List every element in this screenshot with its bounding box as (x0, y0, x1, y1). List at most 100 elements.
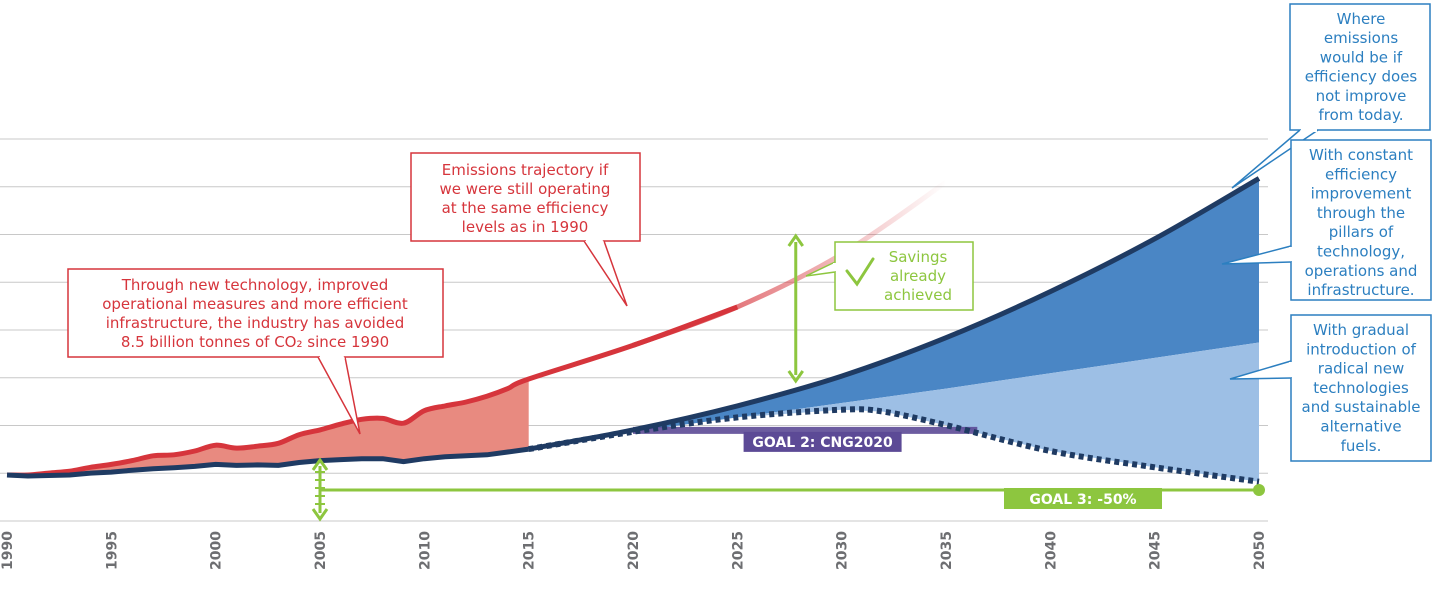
legend-no-improvement-tail-cover (1301, 128, 1317, 132)
x-tick-label: 2035 (939, 531, 955, 570)
x-tick-label: 2030 (835, 531, 851, 570)
x-tick-label: 1990 (0, 531, 16, 570)
trajectory-callout (410, 152, 641, 307)
trajectory-callout-box (410, 152, 641, 242)
goal2-band-rect (633, 426, 978, 434)
callout-line: infrastructure, the industry has avoided (106, 314, 404, 332)
callout-line: fuels. (1341, 437, 1382, 455)
avoided-emissions-area (7, 379, 529, 476)
callout-text: Where emissions would be if efficiency does… (1305, 10, 1418, 124)
goal2-label-bg (743, 431, 902, 452)
x-tick-label: 1995 (104, 531, 120, 570)
series-line-1990-efficiency-projection (632, 180, 948, 348)
area-fills (7, 178, 1259, 482)
trajectory-callout-tail-cover (586, 239, 604, 243)
callout-line: we were still operating (440, 180, 611, 198)
callout-line: levels as in 1990 (462, 218, 589, 236)
legend-constant-tail (1221, 245, 1292, 265)
arrow-head-down (787, 370, 804, 384)
callout-line: Through new technology, improved (121, 276, 389, 294)
avoided-callout-tail-cover (320, 355, 345, 359)
goal3-end-dot (1253, 484, 1265, 496)
x-tick-label: 2050 (1252, 531, 1268, 570)
callout-line: achieved (884, 286, 952, 304)
x-tick-label: 2040 (1043, 531, 1059, 570)
callout-text: Savings already achieved (884, 248, 952, 304)
arrow-head-down (311, 508, 329, 522)
savings-callout-tail-cover (833, 263, 837, 271)
savings-callout-box (834, 241, 974, 311)
goal2-band: GOAL 2: CNG2020 (633, 426, 978, 452)
x-tick-label: 2005 (313, 531, 329, 570)
x-tick-label: 2010 (417, 531, 433, 570)
legend-radical (1229, 314, 1432, 462)
callout-line: operations and (1305, 262, 1418, 280)
constant-efficiency-area (528, 178, 1259, 450)
goal3-label-bg (1004, 488, 1162, 509)
callout-line: operational measures and more efficient (102, 295, 408, 313)
callout-line: radical new (1318, 360, 1404, 378)
legend-no-improvement-box (1289, 3, 1431, 131)
series-line-1990-efficiency (6, 304, 739, 478)
callout-line: With constant (1309, 146, 1413, 164)
savings-arrow (787, 233, 804, 384)
legend-radical-tail (1229, 360, 1292, 380)
callout-line: efficiency (1325, 165, 1397, 183)
callouts: Emissions trajectory if we were still ope… (67, 3, 1432, 462)
callout-line: from today. (1319, 106, 1404, 124)
callout-line: 8.5 billion tonnes of CO₂ since 1990 (121, 333, 389, 351)
avoided-callout-tail (317, 356, 361, 435)
callout-line: technology, (1317, 243, 1405, 261)
arrow-head-up (311, 457, 329, 471)
arrow-head-up (787, 233, 804, 247)
legend-radical-box (1290, 314, 1432, 462)
callout-line: alternative (1320, 418, 1401, 436)
savings-callout (805, 241, 974, 311)
callout-text: Emissions trajectory if we were still ope… (440, 161, 611, 236)
goal3-line: GOAL 3: -50% (320, 484, 1265, 509)
x-tick-label: 2020 (626, 531, 642, 570)
x-axis-ticks: 1990 1995 2000 2005 2010 2015 2020 2025 2030 2035… (0, 531, 1268, 570)
callout-line: With gradual (1313, 321, 1409, 339)
x-tick-label: 2025 (730, 531, 746, 570)
goal3-arrow (311, 457, 329, 522)
check-icon (845, 257, 875, 287)
avoided-callout (67, 268, 444, 435)
arrows (311, 233, 804, 522)
callout-text: Through new technology, improved operatio… (102, 276, 408, 351)
callout-line: infrastructure. (1307, 281, 1414, 299)
x-tick-label: 2000 (209, 531, 225, 570)
callout-line: pillars of (1329, 223, 1394, 241)
callout-line: technologies (1313, 379, 1409, 397)
goal2-label: GOAL 2: CNG2020 (752, 435, 893, 451)
x-tick-label: 2045 (1148, 531, 1164, 570)
callout-line: would be if (1320, 48, 1403, 66)
callout-text: With gradual introduction of radical new te… (1302, 321, 1421, 455)
series-line-radical-technologies (528, 406, 1260, 485)
x-tick-label: 2015 (522, 531, 538, 570)
legend-constant (1221, 139, 1432, 301)
avoided-callout-box (67, 268, 444, 358)
callout-text: With constant efficiency improvement throug… (1305, 146, 1418, 299)
goal3-label: GOAL 3: -50% (1029, 492, 1136, 508)
callout-line: Savings (889, 248, 948, 266)
callout-line: efficiency does (1305, 68, 1418, 86)
callout-line: Emissions trajectory if (442, 161, 609, 179)
callout-line: not improve (1316, 87, 1407, 105)
legend-constant-tail-cover (1289, 247, 1293, 261)
callout-line: Where (1337, 10, 1386, 28)
series-lines (6, 176, 1261, 485)
callout-line: improvement (1311, 185, 1412, 203)
callout-line: at the same efficiency (442, 199, 609, 217)
callout-line: introduction of (1306, 340, 1417, 358)
trajectory-callout-tail (583, 240, 628, 307)
series-line-actual (6, 446, 530, 479)
radical-technologies-area (528, 342, 1259, 482)
legend-no-improvement (1231, 3, 1431, 189)
callout-line: emissions (1324, 29, 1398, 47)
callout-line: and sustainable (1302, 398, 1421, 416)
legend-constant-box (1290, 139, 1432, 301)
callout-line: already (890, 267, 946, 285)
savings-callout-tail (805, 261, 836, 277)
